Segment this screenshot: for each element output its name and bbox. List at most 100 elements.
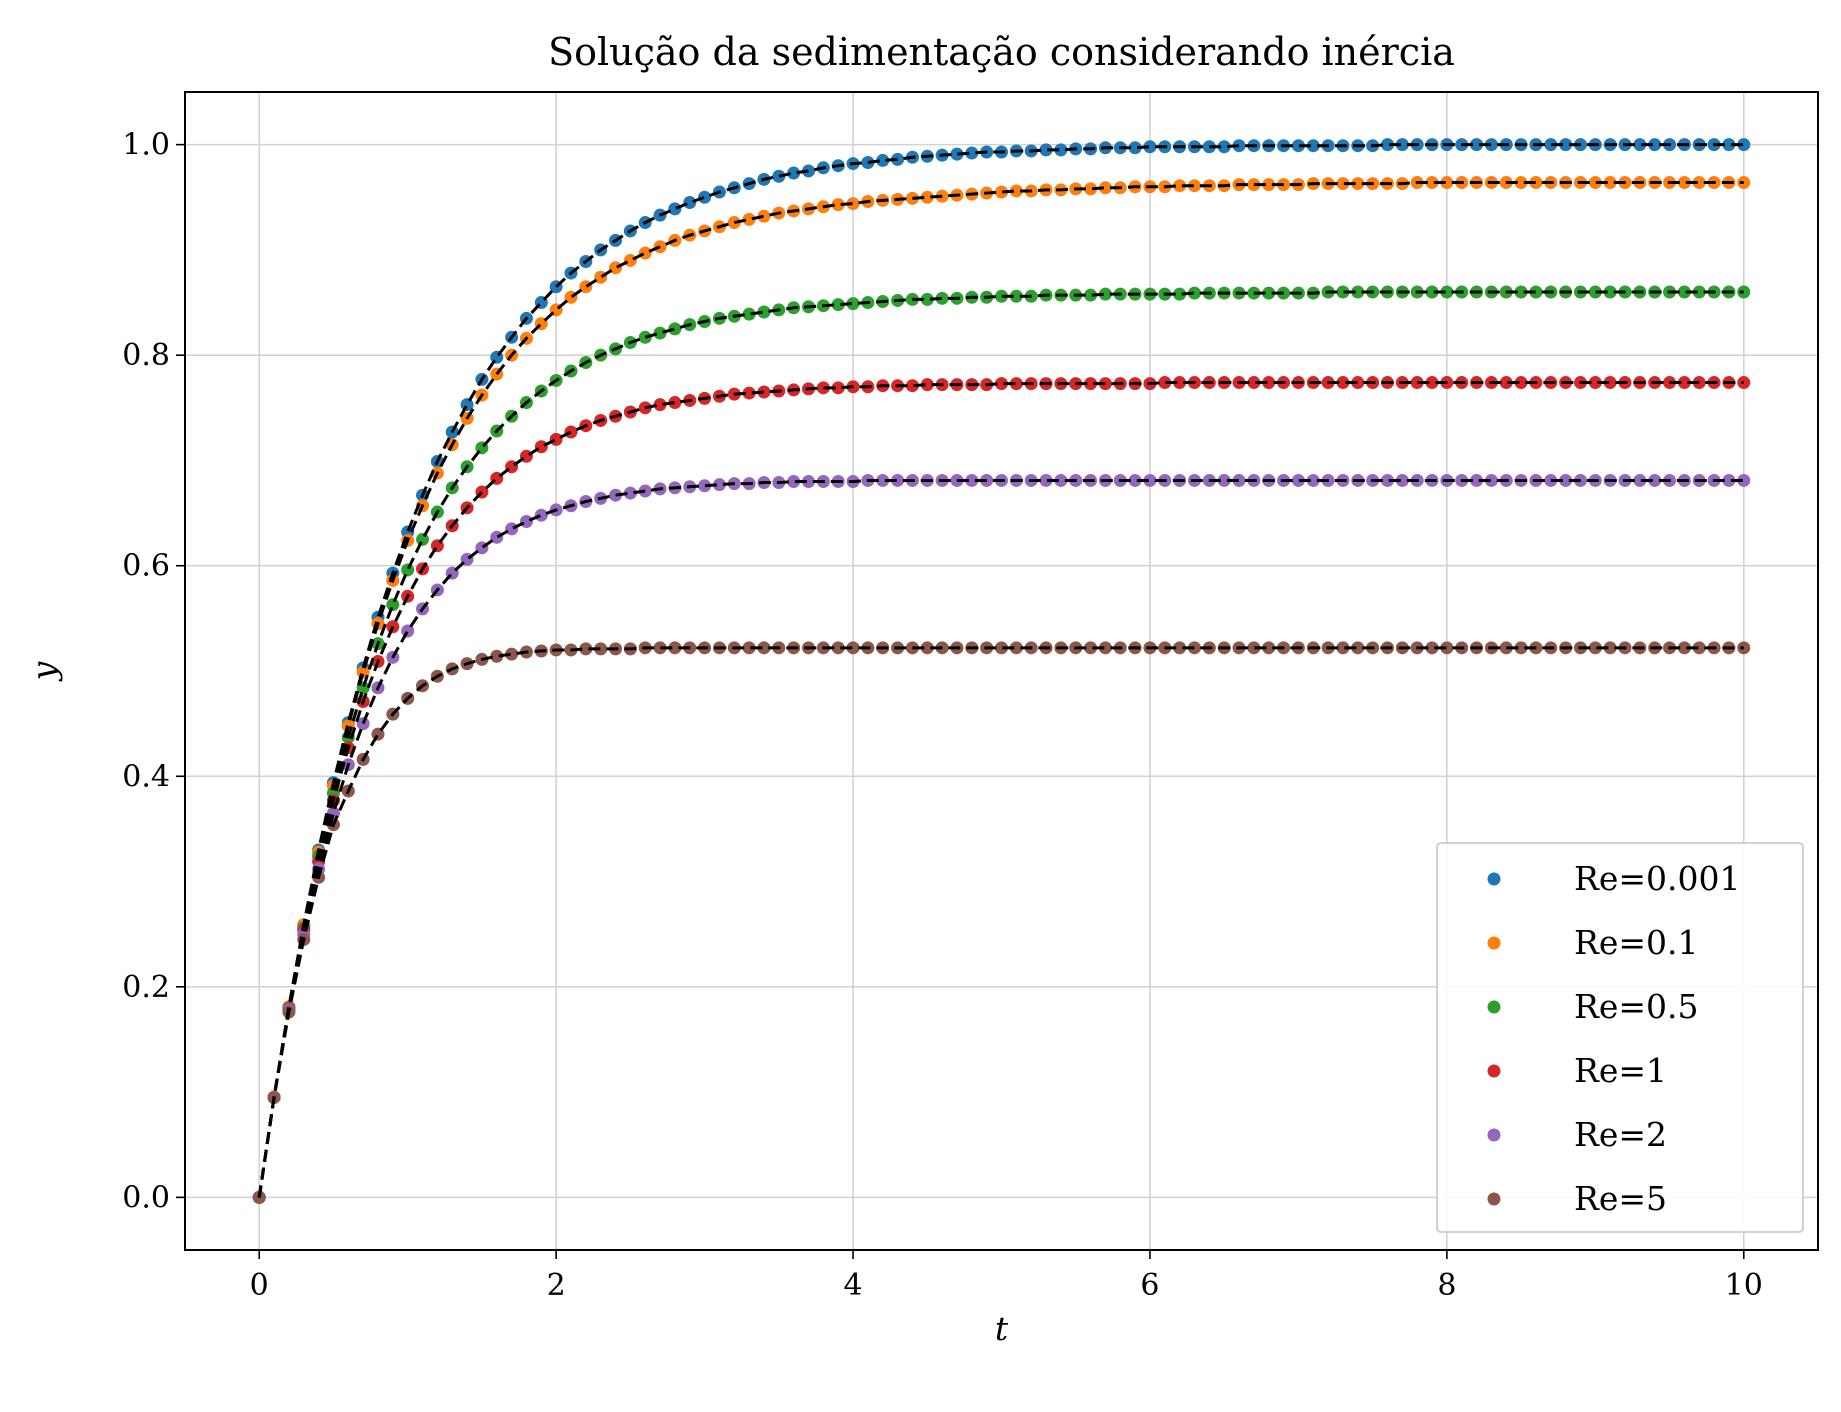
legend-item: Re=1 bbox=[1487, 1051, 1667, 1090]
data-point bbox=[831, 641, 845, 655]
data-point bbox=[668, 322, 682, 336]
legend-item: Re=5 bbox=[1487, 1179, 1667, 1218]
data-point bbox=[712, 478, 726, 492]
data-point bbox=[1499, 641, 1513, 655]
axes-frame bbox=[184, 91, 1819, 1251]
data-point bbox=[653, 326, 667, 340]
data-point bbox=[1440, 641, 1454, 655]
data-point bbox=[757, 305, 771, 319]
data-point bbox=[653, 398, 667, 412]
data-point bbox=[891, 473, 905, 487]
data-point bbox=[1262, 286, 1276, 300]
data-point bbox=[1692, 176, 1706, 190]
data-point bbox=[1009, 641, 1023, 655]
data-point bbox=[1054, 143, 1068, 157]
x-tick-label: 8 bbox=[1437, 1268, 1456, 1303]
data-point bbox=[1098, 181, 1112, 195]
data-point bbox=[1380, 473, 1394, 487]
legend-marker bbox=[1487, 872, 1501, 886]
data-point bbox=[1291, 473, 1305, 487]
data-point bbox=[1173, 376, 1187, 390]
data-point bbox=[416, 532, 430, 546]
y-tick-label: 0.6 bbox=[122, 549, 170, 584]
data-point bbox=[816, 381, 830, 395]
data-point bbox=[995, 641, 1008, 655]
legend-label: Re=0.1 bbox=[1574, 923, 1699, 962]
data-point bbox=[1173, 287, 1187, 301]
data-point bbox=[1514, 641, 1528, 655]
data-point bbox=[1173, 641, 1187, 655]
data-point bbox=[1336, 177, 1350, 191]
x-tick-label: 0 bbox=[250, 1268, 269, 1303]
legend-marker bbox=[1487, 936, 1501, 950]
data-point bbox=[965, 146, 979, 160]
data-point bbox=[1336, 376, 1350, 390]
series-Re=0.1 bbox=[252, 176, 1751, 1204]
data-point bbox=[519, 515, 533, 529]
data-point bbox=[1217, 140, 1231, 154]
data-point bbox=[1336, 285, 1350, 299]
data-point bbox=[1009, 184, 1023, 198]
data-point bbox=[1306, 139, 1320, 153]
y-tick-label: 0.0 bbox=[122, 1180, 170, 1215]
data-point bbox=[653, 641, 667, 655]
data-point bbox=[490, 649, 504, 663]
data-point bbox=[1410, 376, 1424, 390]
data-point bbox=[401, 563, 415, 577]
legend-item: Re=0.1 bbox=[1487, 923, 1699, 962]
data-point bbox=[1559, 473, 1573, 487]
data-point bbox=[1425, 376, 1439, 390]
data-point bbox=[1187, 179, 1201, 193]
data-point bbox=[668, 202, 682, 216]
data-point bbox=[772, 169, 786, 183]
data-point bbox=[787, 166, 801, 180]
data-point bbox=[698, 190, 712, 204]
legend-marker bbox=[1487, 1064, 1501, 1078]
legend-label: Re=0.001 bbox=[1574, 859, 1741, 898]
data-point bbox=[1425, 176, 1439, 190]
y-tick-label: 0.4 bbox=[122, 759, 170, 794]
data-point bbox=[1588, 641, 1602, 655]
data-point bbox=[594, 642, 608, 656]
y-tick-label: 0.2 bbox=[122, 970, 170, 1005]
reference-line bbox=[257, 381, 1744, 1198]
data-point bbox=[668, 396, 682, 410]
grid-lines bbox=[185, 92, 1818, 1250]
data-point bbox=[831, 381, 845, 395]
data-point bbox=[950, 147, 964, 161]
data-point bbox=[1648, 473, 1662, 487]
data-point bbox=[1395, 473, 1409, 487]
data-point bbox=[1351, 177, 1365, 191]
data-point bbox=[1128, 473, 1142, 487]
data-point bbox=[356, 717, 370, 731]
data-point bbox=[1603, 376, 1617, 390]
data-point bbox=[1737, 376, 1751, 390]
data-point bbox=[1648, 138, 1662, 152]
data-point bbox=[1544, 473, 1558, 487]
data-point bbox=[1262, 178, 1276, 192]
data-point bbox=[1336, 641, 1350, 655]
data-point bbox=[1692, 285, 1706, 299]
data-point bbox=[1737, 473, 1751, 487]
data-point bbox=[1351, 376, 1365, 390]
data-point bbox=[1603, 176, 1617, 190]
data-point bbox=[742, 307, 756, 321]
data-point bbox=[1158, 376, 1172, 390]
reference-line bbox=[257, 181, 1744, 1198]
data-point bbox=[1262, 641, 1276, 655]
data-point bbox=[386, 598, 400, 612]
legend: Re=0.001 Re=0.1 Re=0.5 Re=1 Re=2 Re=5 bbox=[1436, 842, 1804, 1233]
data-point bbox=[683, 196, 697, 210]
y-tick-label: 1.0 bbox=[122, 128, 170, 163]
data-point bbox=[549, 432, 563, 446]
reference-line bbox=[257, 143, 1744, 1198]
data-point bbox=[920, 378, 934, 392]
reference-line bbox=[257, 646, 1744, 1198]
data-point bbox=[995, 185, 1008, 199]
data-point bbox=[1737, 176, 1751, 190]
data-point bbox=[1084, 377, 1098, 391]
data-point bbox=[1514, 376, 1528, 390]
data-point bbox=[1722, 473, 1736, 487]
